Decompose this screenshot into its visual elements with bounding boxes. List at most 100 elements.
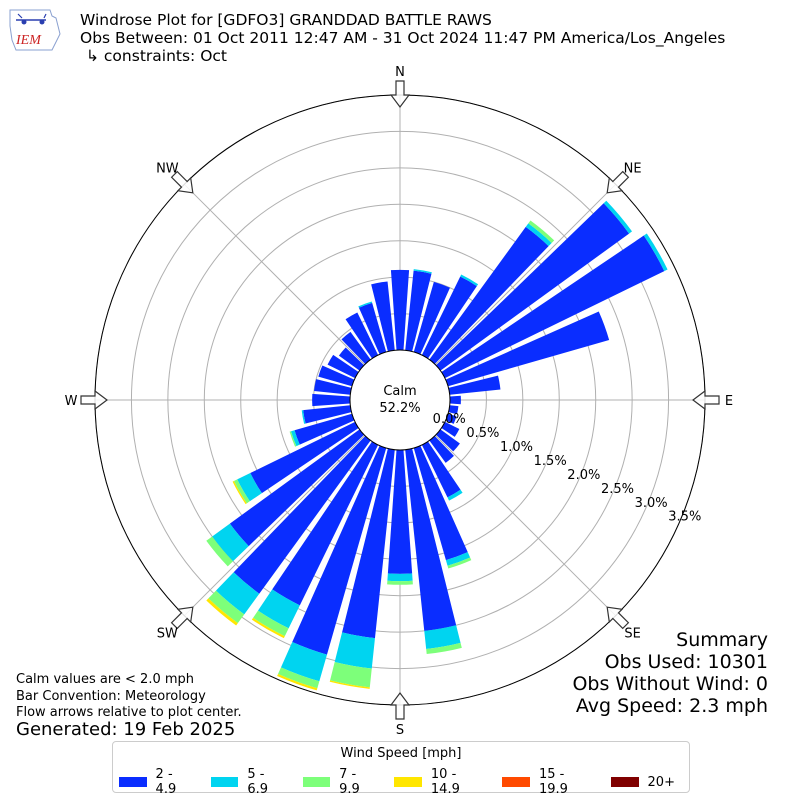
flow-arrow-shape <box>80 389 108 411</box>
direction-label: S <box>396 723 404 738</box>
flow-arrow-shape <box>606 170 630 194</box>
legend-swatch <box>119 777 147 787</box>
windrose-bar <box>387 449 413 574</box>
direction-label: E <box>725 394 733 409</box>
windrose-bar <box>272 441 379 606</box>
direction-arrows <box>80 80 720 720</box>
direction-label: SE <box>624 627 640 642</box>
windrose-bar <box>237 473 262 502</box>
flow-arrow-shape <box>692 389 720 411</box>
constraints: ↳ constraints: Oct <box>86 47 227 65</box>
chart-title: Windrose Plot for [GDFO3] GRANDDAD BATTL… <box>80 11 492 29</box>
summary-title: Summary <box>676 629 768 651</box>
windrose-bar <box>341 331 371 365</box>
windrose-bar <box>429 226 549 365</box>
windrose-bar <box>215 572 260 615</box>
axis-labels: 0.0%0.5%1.0%1.5%2.0%2.5%3.0%3.5% N NE E SE S S… <box>65 65 734 738</box>
radial-tick-label: 2.5% <box>601 482 634 497</box>
radial-tick-label: 3.5% <box>668 510 701 525</box>
direction-label: W <box>65 394 78 409</box>
windrose-bar <box>232 481 247 505</box>
windrose-bar <box>327 354 359 379</box>
flow-arrow-icon <box>170 606 194 630</box>
iem-logo-text: IEM <box>15 33 42 48</box>
flow-arrow-icon <box>692 389 720 411</box>
legend-swatch <box>610 777 639 787</box>
windrose-bar <box>413 269 432 274</box>
windrose-bar <box>435 429 460 452</box>
direction-label: NW <box>156 161 179 176</box>
direction-label: N <box>395 65 405 80</box>
windrose-bar <box>387 573 413 582</box>
legend-item: 20+ <box>610 767 675 797</box>
windrose-bar <box>460 274 479 287</box>
iem-logo: IEM <box>9 9 61 51</box>
windrose-bar <box>208 590 245 624</box>
windrose-bar <box>212 523 249 562</box>
windrose-bar <box>445 552 471 566</box>
windrose-bar <box>289 431 297 447</box>
windrose-bar <box>206 536 234 567</box>
legend-item: 15 - 19.9 <box>502 767 596 797</box>
calm-circle <box>349 349 451 451</box>
windrose-bar <box>278 667 320 689</box>
windrose-bar <box>603 200 633 234</box>
windrose-bar <box>429 435 454 463</box>
windrose-bar <box>314 379 352 395</box>
legend-label: 5 - 6.9 <box>247 767 269 797</box>
direction-label: SW <box>157 627 178 642</box>
legend-label: 7 - 9.9 <box>339 767 360 797</box>
windrose-bar <box>426 642 462 655</box>
legend-swatch <box>210 777 239 787</box>
windrose-bar <box>435 203 630 371</box>
windrose-bar <box>405 448 457 631</box>
windrose-bar <box>312 393 351 407</box>
windrose-bar <box>294 413 355 445</box>
legend-swatch <box>502 777 530 787</box>
windrose-bar <box>338 347 365 371</box>
radial-tick-label: 0.5% <box>466 426 499 441</box>
windrose-bar <box>253 610 289 637</box>
windrose-bar <box>413 445 468 561</box>
windrose-bar <box>449 395 461 405</box>
windrose-bar <box>250 421 359 494</box>
calm-label: Calm <box>383 384 416 399</box>
legend-swatch <box>394 777 422 787</box>
windrose-bar <box>342 448 395 639</box>
windrose-bar <box>421 276 477 359</box>
windrose-bar <box>251 617 285 639</box>
direction-label: NE <box>624 161 642 176</box>
generated-date: Generated: 19 Feb 2025 <box>16 719 236 740</box>
summary-obs-used: Obs Used: 10301 <box>604 651 768 673</box>
flow-arrow-shape <box>170 606 194 630</box>
windrose-bar <box>292 445 387 655</box>
obs-between: Obs Between: 01 Oct 2011 12:47 AM - 31 O… <box>80 29 726 47</box>
windrose-bar <box>405 270 432 352</box>
windrose-bar <box>643 233 668 272</box>
grid-spoke <box>435 435 617 617</box>
legend-label: 2 - 4.9 <box>155 767 177 797</box>
windrose-bar <box>233 479 250 504</box>
windrose-bar <box>345 312 379 359</box>
flow-arrow-icon <box>606 170 630 194</box>
legend-label: 10 - 14.9 <box>430 767 460 797</box>
summary-obs-without-wind: Obs Without Wind: 0 <box>572 673 768 695</box>
windrose-bar <box>448 375 501 395</box>
radial-tick-label: 1.5% <box>534 454 567 469</box>
windrose-bar <box>277 673 318 691</box>
flow-arrow-shape <box>170 170 194 194</box>
flow-arrow-shape <box>389 80 411 108</box>
windrose-bar <box>528 220 555 243</box>
windrose-bar <box>447 557 472 569</box>
windrose-bar <box>303 405 352 424</box>
windrose-bar <box>445 413 457 424</box>
windrose-bar <box>445 311 610 387</box>
calm-value: 52.2% <box>379 401 420 416</box>
windrose-bar <box>257 589 300 629</box>
windrose-bar <box>525 223 552 247</box>
windrose-bar <box>301 410 306 424</box>
flow-arrow-icon <box>389 692 411 720</box>
windrose-bar <box>387 580 413 585</box>
windrose-bar <box>358 302 387 355</box>
legend-swatch <box>302 777 331 787</box>
